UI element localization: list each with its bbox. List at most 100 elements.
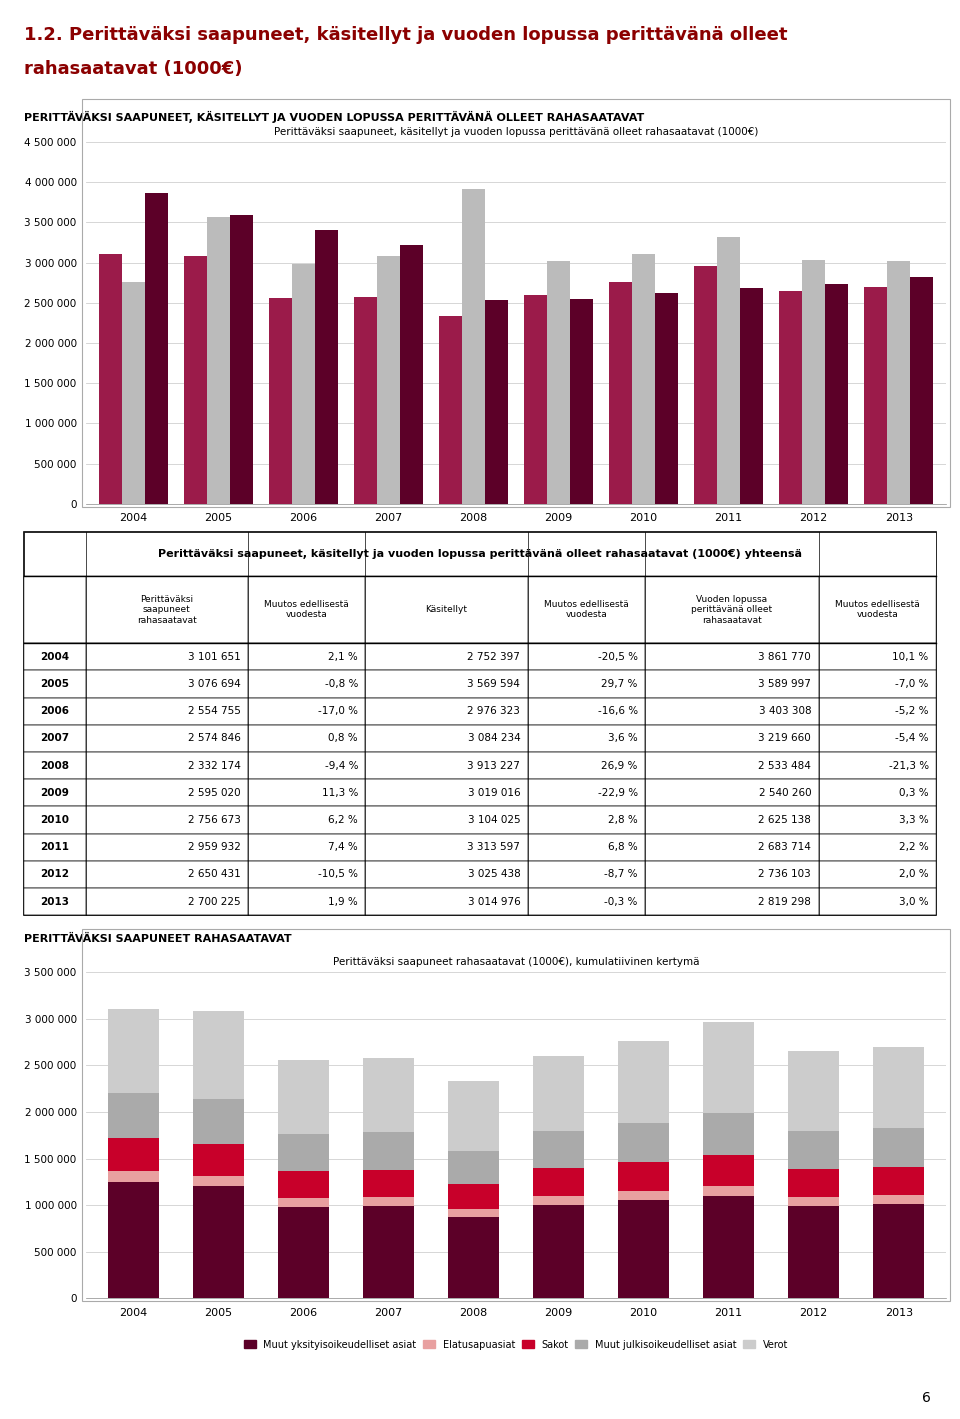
Bar [874,1047,924,1128]
Bar [85,698,248,725]
Bar [448,1183,499,1209]
Bar [99,254,122,504]
Bar [248,888,366,915]
Bar [108,1182,158,1298]
Text: -10,5 %: -10,5 % [318,870,358,880]
Bar [24,698,85,725]
Bar [24,888,85,915]
Bar [645,698,819,725]
Bar [547,261,570,504]
Text: -8,7 %: -8,7 % [604,870,637,880]
Bar [528,698,645,725]
Bar [85,833,248,861]
Bar [528,643,645,670]
Text: 2010: 2010 [40,815,69,824]
Bar [610,282,632,504]
Text: Muutos edellisestä
vuodesta: Muutos edellisestä vuodesta [835,600,920,620]
Bar [439,316,462,504]
Bar [618,1122,669,1162]
Bar [528,888,645,915]
Text: 2 736 103: 2 736 103 [758,870,811,880]
Bar [85,888,248,915]
Bar [528,752,645,779]
Text: Käsitellyt: Käsitellyt [425,606,468,614]
Bar [632,254,655,504]
Bar [24,806,85,833]
Bar [874,1195,924,1205]
Bar [570,299,593,504]
Bar [655,292,678,504]
Text: -21,3 %: -21,3 % [889,761,928,771]
Text: 2 595 020: 2 595 020 [188,788,241,797]
Text: 2 540 260: 2 540 260 [758,788,811,797]
Bar [366,806,528,833]
Bar [400,245,422,504]
Bar [788,1051,839,1131]
Bar [248,725,366,752]
Bar [363,1196,414,1206]
Bar [108,1138,158,1171]
Text: 3 084 234: 3 084 234 [468,734,520,744]
Bar [448,1151,499,1183]
Text: 2007: 2007 [40,734,69,744]
Bar [874,1205,924,1298]
Text: 10,1 %: 10,1 % [893,651,928,661]
Text: rahasaatavat (1000€): rahasaatavat (1000€) [24,60,243,78]
Bar [193,1100,244,1144]
Bar [740,288,763,504]
Text: 3 014 976: 3 014 976 [468,897,520,907]
Bar [780,291,803,504]
Bar [248,576,366,643]
Text: 3 913 227: 3 913 227 [468,761,520,771]
Bar [193,1176,244,1186]
Bar [363,1059,414,1132]
Bar [703,1022,755,1112]
Bar [887,261,910,504]
Bar [618,1042,669,1122]
Bar [528,576,645,643]
Bar [788,1198,839,1206]
Bar [819,806,936,833]
Bar [24,779,85,806]
Text: -16,6 %: -16,6 % [598,707,637,717]
Text: 2 625 138: 2 625 138 [758,815,811,824]
Text: 2005: 2005 [40,680,69,690]
Text: 2008: 2008 [40,761,69,771]
Bar [206,217,229,504]
Text: 11,3 %: 11,3 % [322,788,358,797]
Bar [819,752,936,779]
Bar [277,1208,329,1298]
Bar [248,779,366,806]
Text: 3,3 %: 3,3 % [899,815,928,824]
Text: Perittäväksi
saapuneet
rahasaatavat: Perittäväksi saapuneet rahasaatavat [136,595,197,624]
Text: 0,8 %: 0,8 % [328,734,358,744]
Bar [533,1131,584,1168]
Text: 2 554 755: 2 554 755 [187,707,241,717]
Bar [645,833,819,861]
Bar [24,833,85,861]
Bar [366,725,528,752]
Bar [448,1218,499,1298]
Text: -22,9 %: -22,9 % [598,788,637,797]
Text: 2 959 932: 2 959 932 [187,843,241,853]
Bar [645,752,819,779]
Bar [448,1209,499,1218]
Bar [24,532,936,576]
Text: 26,9 %: 26,9 % [601,761,637,771]
Text: 2013: 2013 [40,897,69,907]
Text: 2,8 %: 2,8 % [608,815,637,824]
Bar [645,779,819,806]
Text: 29,7 %: 29,7 % [601,680,637,690]
Bar [694,265,717,504]
Text: 3,0 %: 3,0 % [900,897,928,907]
Bar [248,833,366,861]
Text: 2009: 2009 [40,788,69,797]
Bar [910,277,933,504]
Bar [366,833,528,861]
Bar [645,725,819,752]
Bar [864,287,887,504]
Bar [645,576,819,643]
Bar [533,1168,584,1196]
Bar [277,1060,329,1134]
Bar [24,576,85,643]
